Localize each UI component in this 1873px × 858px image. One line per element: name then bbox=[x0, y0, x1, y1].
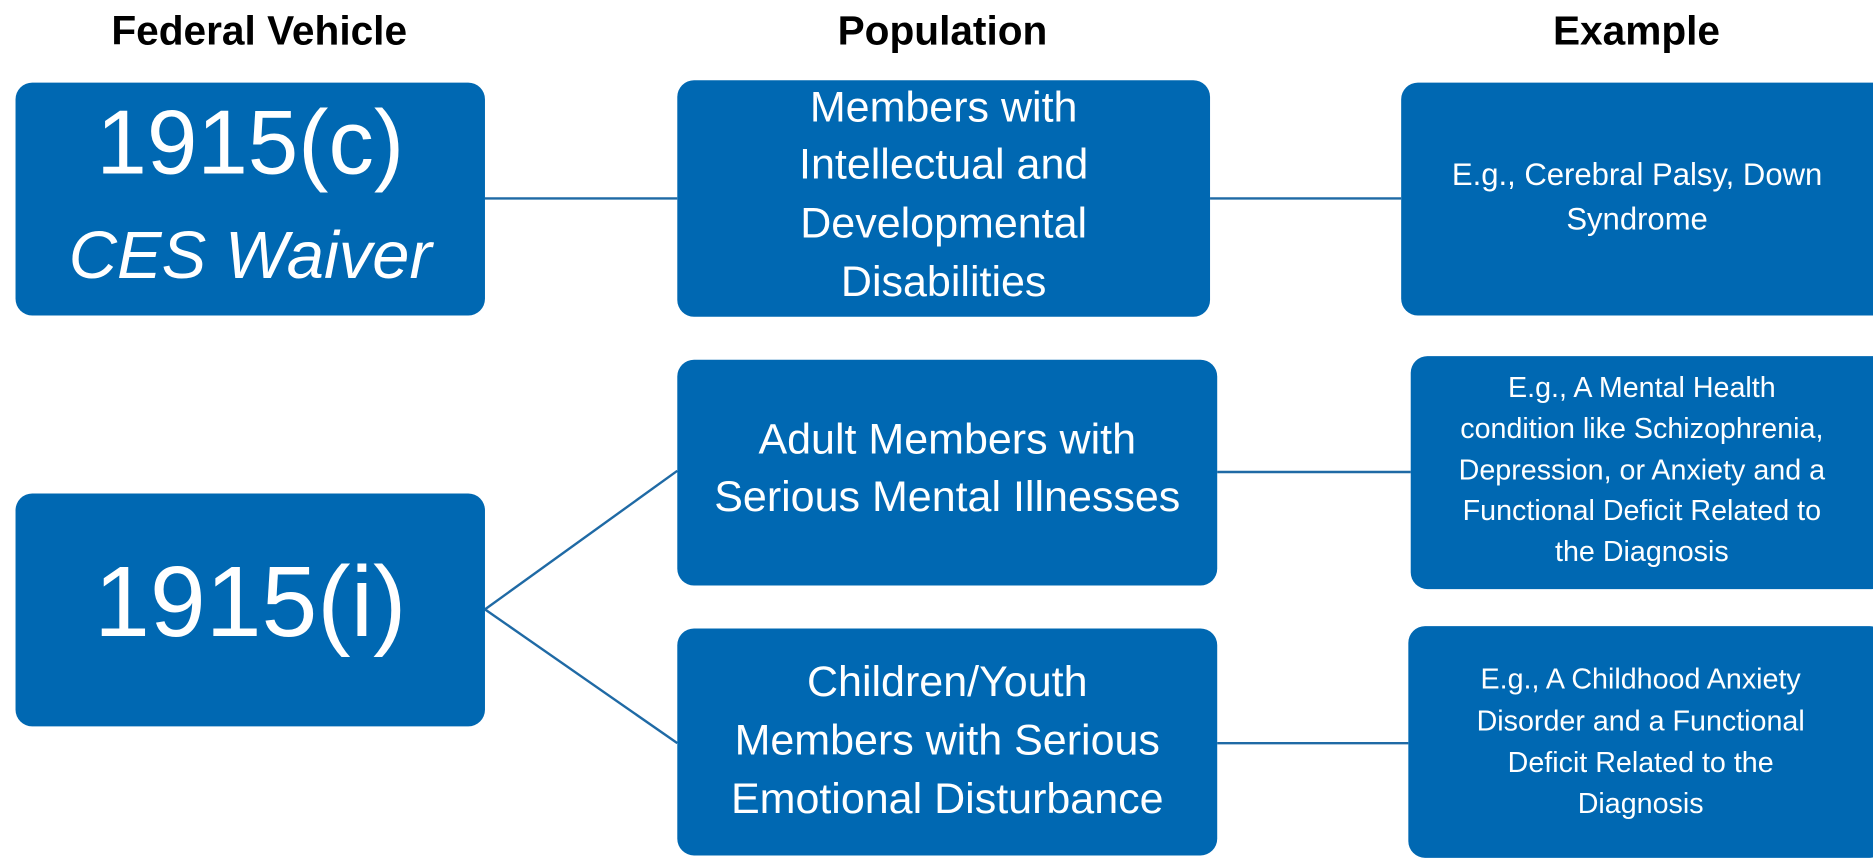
node-box bbox=[15, 493, 485, 727]
node-text: Diagnosis bbox=[1578, 788, 1704, 820]
column-header: Example bbox=[1553, 7, 1720, 53]
node-text: CES Waiver bbox=[69, 218, 435, 293]
node-box bbox=[677, 359, 1218, 586]
node-text: Children/Youth bbox=[807, 658, 1088, 706]
connector bbox=[484, 469, 678, 611]
node-text: Disorder and a Functional bbox=[1477, 705, 1805, 737]
node-text: Adult Members with bbox=[758, 415, 1136, 463]
node-box bbox=[1408, 626, 1873, 858]
node-text: Intellectual and bbox=[799, 141, 1088, 189]
node-text: E.g., Cerebral Palsy, Down bbox=[1452, 157, 1822, 192]
node-text: Syndrome bbox=[1566, 201, 1708, 236]
node-text: the Diagnosis bbox=[1555, 536, 1729, 568]
node-text: Deficit Related to the bbox=[1508, 747, 1774, 779]
connector bbox=[484, 608, 678, 745]
node-text: Depression, or Anxiety and a bbox=[1459, 455, 1825, 487]
node-box bbox=[1410, 356, 1873, 590]
node-text: Emotional Disturbance bbox=[731, 775, 1164, 823]
node-box bbox=[15, 82, 485, 316]
node-text: Functional Deficit Related to bbox=[1463, 495, 1821, 527]
column-header: Federal Vehicle bbox=[111, 7, 407, 53]
node-text: Disabilities bbox=[841, 258, 1047, 306]
node-text: 1915(c) bbox=[96, 92, 404, 193]
node-text: condition like Schizophrenia, bbox=[1460, 413, 1823, 445]
node-text: E.g., A Mental Health bbox=[1508, 372, 1776, 404]
node-text: Members with Serious bbox=[735, 717, 1160, 765]
node-text: Developmental bbox=[800, 199, 1087, 247]
node-text: Serious Mental Illnesses bbox=[714, 473, 1180, 521]
node-text: Members with bbox=[810, 83, 1078, 131]
node-box bbox=[1401, 82, 1873, 316]
node-box bbox=[677, 80, 1211, 317]
column-header: Population bbox=[838, 7, 1048, 53]
node-text: 1915(i) bbox=[94, 546, 406, 658]
node-text: E.g., A Childhood Anxiety bbox=[1481, 664, 1802, 696]
node-box bbox=[677, 628, 1218, 856]
